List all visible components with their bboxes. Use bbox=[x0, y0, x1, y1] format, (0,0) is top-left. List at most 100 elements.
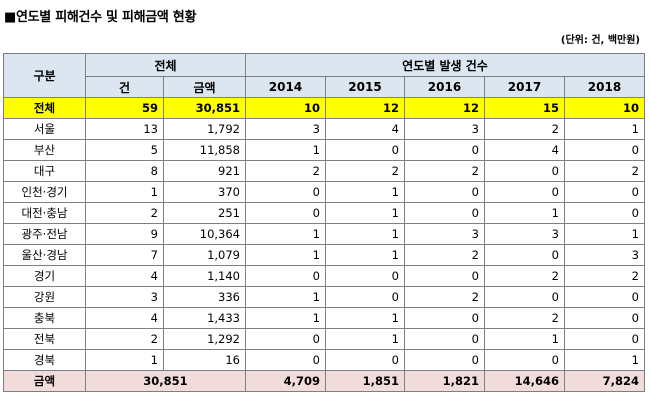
amount-cell: 1,079 bbox=[163, 244, 246, 266]
year-cell: 1 bbox=[564, 349, 645, 371]
year-cell: 0 bbox=[325, 139, 405, 161]
year-cell: 0 bbox=[484, 349, 565, 371]
header-year-2014: 2014 bbox=[245, 76, 326, 98]
year-cell: 1 bbox=[325, 328, 405, 350]
year-cell: 1 bbox=[245, 223, 326, 245]
year-cell: 10 bbox=[564, 97, 645, 119]
year-cell: 0 bbox=[564, 286, 645, 308]
count-cell: 13 bbox=[85, 118, 164, 140]
row-label: 금액 bbox=[3, 370, 86, 392]
count-cell: 4 bbox=[85, 307, 164, 329]
amount-cell: 1,292 bbox=[163, 328, 246, 350]
count-cell: 9 bbox=[85, 223, 164, 245]
year-cell: 0 bbox=[325, 286, 405, 308]
row-label: 울산·경남 bbox=[3, 244, 86, 266]
year-cell: 0 bbox=[245, 181, 326, 203]
year-amount-cell: 1,851 bbox=[325, 370, 405, 392]
header-year-2017: 2017 bbox=[484, 76, 565, 98]
amount-cell: 30,851 bbox=[163, 97, 246, 119]
row-label: 경기 bbox=[3, 265, 86, 287]
year-cell: 2 bbox=[564, 160, 645, 182]
year-cell: 10 bbox=[245, 97, 326, 119]
year-cell: 2 bbox=[564, 265, 645, 287]
document-title: ■연도별 피해건수 및 피해금액 현황 bbox=[4, 10, 197, 25]
row-label: 대구 bbox=[3, 160, 86, 182]
year-cell: 15 bbox=[484, 97, 565, 119]
year-cell: 0 bbox=[404, 139, 485, 161]
year-cell: 0 bbox=[245, 265, 326, 287]
year-cell: 0 bbox=[404, 265, 485, 287]
amount-cell: 10,364 bbox=[163, 223, 246, 245]
year-amount-cell: 7,824 bbox=[564, 370, 645, 392]
table-row: 대구 8 921 2 2 2 0 2 bbox=[3, 160, 645, 182]
count-cell: 5 bbox=[85, 139, 164, 161]
year-cell: 0 bbox=[245, 328, 326, 350]
row-label: 대전·충남 bbox=[3, 202, 86, 224]
table-row: 서울 13 1,792 3 4 3 2 1 bbox=[3, 118, 645, 140]
year-cell: 1 bbox=[245, 139, 326, 161]
year-cell: 0 bbox=[245, 349, 326, 371]
amount-cell: 1,792 bbox=[163, 118, 246, 140]
year-cell: 0 bbox=[564, 139, 645, 161]
amount-cell: 1,433 bbox=[163, 307, 246, 329]
year-cell: 1 bbox=[245, 244, 326, 266]
year-cell: 0 bbox=[564, 307, 645, 329]
table-row: 경기 4 1,140 0 0 0 2 2 bbox=[3, 265, 645, 287]
damage-stats-table: 구분 전체 연도별 발생 건수 건 금액 2014 2015 2016 2017… bbox=[3, 53, 645, 392]
year-cell: 1 bbox=[564, 223, 645, 245]
year-amount-cell: 4,709 bbox=[245, 370, 326, 392]
amount-cell: 336 bbox=[163, 286, 246, 308]
year-cell: 2 bbox=[404, 244, 485, 266]
year-cell: 0 bbox=[325, 349, 405, 371]
year-cell: 4 bbox=[325, 118, 405, 140]
year-cell: 0 bbox=[484, 286, 565, 308]
table-row: 인천·경기 1 370 0 1 0 0 0 bbox=[3, 181, 645, 203]
table-row: 부산 5 11,858 1 0 0 4 0 bbox=[3, 139, 645, 161]
year-cell: 0 bbox=[484, 160, 565, 182]
year-amount-cell: 1,821 bbox=[404, 370, 485, 392]
year-cell: 0 bbox=[484, 244, 565, 266]
amount-row: 금액 30,851 4,709 1,851 1,821 14,646 7,824 bbox=[3, 370, 645, 392]
count-cell: 8 bbox=[85, 160, 164, 182]
row-label: 전체 bbox=[3, 97, 86, 119]
row-label: 전북 bbox=[3, 328, 86, 350]
header-year-2018: 2018 bbox=[564, 76, 645, 98]
row-label: 경북 bbox=[3, 349, 86, 371]
year-cell: 2 bbox=[404, 286, 485, 308]
year-cell: 1 bbox=[325, 244, 405, 266]
year-cell: 0 bbox=[404, 307, 485, 329]
header-count: 건 bbox=[85, 76, 164, 98]
year-cell: 2 bbox=[484, 265, 565, 287]
row-label: 충북 bbox=[3, 307, 86, 329]
count-cell: 59 bbox=[85, 97, 164, 119]
header-year-2015: 2015 bbox=[325, 76, 405, 98]
amount-cell: 16 bbox=[163, 349, 246, 371]
row-label: 광주·전남 bbox=[3, 223, 86, 245]
year-cell: 12 bbox=[404, 97, 485, 119]
year-cell: 0 bbox=[245, 202, 326, 224]
year-cell: 2 bbox=[325, 160, 405, 182]
amount-cell: 1,140 bbox=[163, 265, 246, 287]
unit-note: (단위: 건, 백만원) bbox=[560, 35, 640, 46]
count-cell: 4 bbox=[85, 265, 164, 287]
year-cell: 1 bbox=[325, 223, 405, 245]
year-cell: 0 bbox=[325, 265, 405, 287]
year-cell: 0 bbox=[564, 328, 645, 350]
year-cell: 0 bbox=[404, 349, 485, 371]
year-cell: 1 bbox=[245, 286, 326, 308]
year-cell: 0 bbox=[564, 202, 645, 224]
table-row: 충북 4 1,433 1 1 0 2 0 bbox=[3, 307, 645, 329]
table-row: 경북 1 16 0 0 0 0 1 bbox=[3, 349, 645, 371]
year-cell: 1 bbox=[325, 181, 405, 203]
year-cell: 2 bbox=[484, 307, 565, 329]
year-cell: 3 bbox=[484, 223, 565, 245]
count-cell: 1 bbox=[85, 349, 164, 371]
header-category: 구분 bbox=[3, 53, 86, 98]
year-cell: 1 bbox=[484, 202, 565, 224]
year-cell: 2 bbox=[404, 160, 485, 182]
amount-cell: 11,858 bbox=[163, 139, 246, 161]
count-cell: 2 bbox=[85, 328, 164, 350]
year-cell: 2 bbox=[484, 118, 565, 140]
header-year-2016: 2016 bbox=[404, 76, 485, 98]
amount-cell: 251 bbox=[163, 202, 246, 224]
